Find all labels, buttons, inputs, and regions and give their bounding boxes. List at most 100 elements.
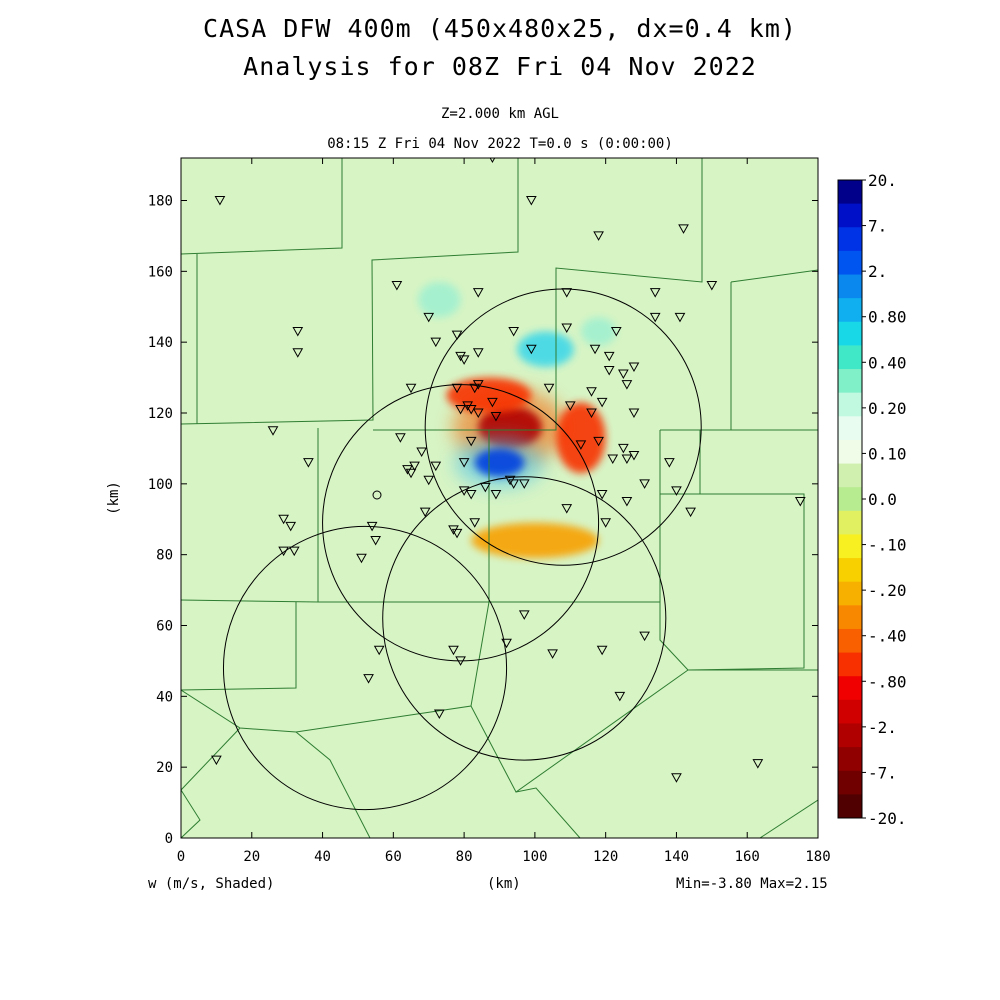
x-tick-label: 80 (456, 849, 473, 865)
colorbar-swatch (838, 180, 862, 205)
station-marker (455, 404, 466, 415)
station-marker (547, 649, 558, 659)
x-axis: 0 20 40 60 80 100 120 140 160 180 (177, 158, 831, 865)
station-marker (292, 348, 304, 358)
station-marker (472, 380, 484, 390)
min-max-readout: Min=-3.80 Max=2.15 (676, 876, 828, 892)
station-marker (508, 479, 520, 489)
county-line (515, 787, 581, 838)
y-tick-label: 60 (156, 619, 173, 635)
station-marker (472, 408, 484, 419)
plot-area (180, 157, 819, 839)
station-marker (391, 281, 403, 291)
y-tick-label: 80 (156, 548, 173, 564)
station-marker (472, 288, 484, 298)
station-marker (600, 518, 612, 528)
station-marker (618, 443, 629, 454)
station-marker (211, 755, 222, 766)
colorbar-swatch (838, 250, 862, 276)
station-marker (278, 546, 289, 557)
colorbar-label: 0.0 (868, 490, 897, 509)
station-marker (285, 521, 297, 532)
station-marker (405, 468, 417, 479)
colorbar-swatch (838, 699, 862, 724)
station-marker (671, 486, 682, 496)
colorbar-swatch (838, 794, 862, 819)
level-subtitle: Z=2.000 km AGL (440, 106, 559, 122)
colorbar-swatch (838, 203, 862, 228)
colorbar-label: 20. (868, 171, 897, 190)
y-axis-label: (km) (106, 481, 122, 515)
colorbar-swatch (838, 321, 862, 346)
station-marker (303, 458, 314, 468)
station-marker (288, 546, 300, 557)
station-marker (451, 528, 463, 539)
station-marker (508, 327, 520, 337)
station-marker (405, 383, 417, 394)
station-marker (490, 489, 502, 500)
feature-downdraft (471, 522, 599, 559)
station-marker (458, 458, 470, 468)
station-marker (603, 366, 615, 376)
station-marker (586, 408, 597, 419)
colorbar-label: -7. (868, 763, 897, 782)
colorbar-swatch (838, 723, 862, 748)
y-tick-label: 120 (148, 406, 173, 422)
colorbar-swatch (838, 392, 862, 417)
colorbar-swatch (838, 510, 862, 535)
station-marker (596, 397, 608, 408)
variable-label: w (m/s, Shaded) (148, 876, 275, 892)
station-marker (639, 479, 650, 489)
station-marker (430, 461, 442, 472)
x-tick-label: 40 (314, 849, 331, 865)
colorbar-label: -20. (868, 809, 907, 828)
y-tick-label: 0 (165, 831, 173, 847)
colorbar-swatch (838, 770, 862, 795)
station-marker (451, 330, 463, 341)
w-field-shading (418, 281, 617, 559)
station-marker (596, 489, 608, 500)
feature-updraft (418, 281, 461, 318)
station-marker (458, 486, 470, 496)
field-background (181, 158, 818, 838)
x-axis-label: (km) (487, 876, 521, 892)
county-line (181, 602, 297, 691)
x-tick-label: 0 (177, 849, 185, 865)
station-marker (370, 536, 381, 546)
station-marker (487, 397, 498, 408)
station-marker (593, 231, 604, 241)
colorbar-swatch (838, 369, 862, 394)
colorbar-swatch (838, 487, 862, 512)
radar-range-ring (382, 476, 667, 761)
x-tick-label: 20 (243, 849, 260, 865)
station-marker (561, 288, 573, 298)
time-subtitle: 08:15 Z Fri 04 Nov 2022 T=0.0 s (0:00:00… (327, 136, 673, 152)
colorbar-swatch (838, 581, 862, 606)
colorbar-label: -.20 (868, 581, 907, 600)
station-marker (649, 312, 661, 323)
station-marker (363, 674, 374, 684)
colorbar-label: -.10 (868, 536, 907, 555)
station-marker (525, 344, 537, 355)
colorbar-label: 0.20 (868, 399, 907, 418)
station-marker (618, 369, 629, 380)
station-marker (465, 489, 477, 500)
station-marker (373, 645, 385, 656)
county-line (181, 789, 201, 838)
colorbar-swatch (838, 676, 862, 701)
colorbar-swatch (838, 298, 862, 323)
station-marker (419, 507, 431, 518)
station-marker (292, 327, 304, 337)
station-marker (462, 401, 474, 411)
station-marker (561, 504, 573, 514)
radar-range-ring (222, 525, 508, 811)
x-tick-label: 120 (593, 849, 618, 865)
colorbar-swatch (838, 345, 862, 370)
x-tick-label: 160 (735, 849, 760, 865)
chart-title-line2: Analysis for 08Z Fri 04 Nov 2022 (243, 52, 757, 81)
station-marker (639, 631, 650, 642)
station-marker (621, 497, 633, 507)
y-tick-label: 180 (148, 194, 173, 210)
station-marker (525, 196, 537, 206)
feature-updraft (474, 448, 525, 477)
